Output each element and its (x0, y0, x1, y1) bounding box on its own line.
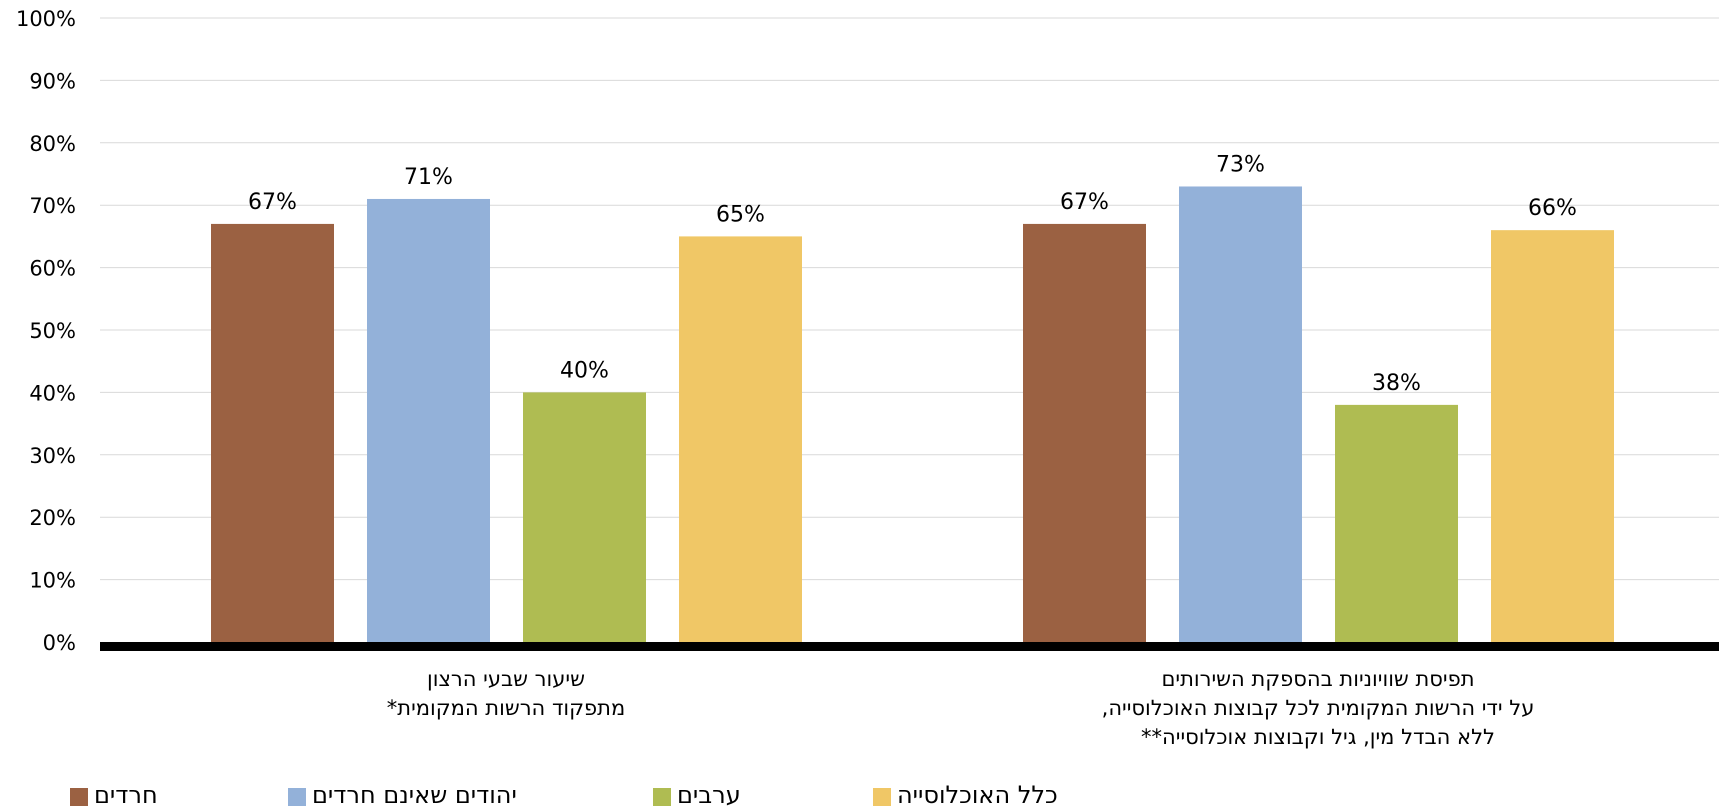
y-tick-label: 90% (29, 69, 76, 93)
bar (1023, 223, 1146, 643)
y-tick-label: 10% (29, 569, 76, 593)
bar (1491, 230, 1614, 642)
legend-swatch (873, 788, 891, 806)
y-tick-label: 40% (29, 381, 76, 405)
data-label: 38% (1372, 371, 1421, 396)
legend: חרדים יהודים שאינם חרדים ערבים כלל האוכל… (70, 778, 1070, 812)
category-label-equality: תפיסת שוויוניות בהספקת השירותים על ידי ה… (1038, 665, 1598, 752)
category-label-line: שיעור שבעי הרצון (427, 667, 585, 691)
data-label: 67% (248, 190, 297, 215)
data-label: 73% (1216, 152, 1265, 177)
y-tick-label: 100% (16, 7, 76, 31)
data-label: 67% (1060, 190, 1109, 215)
bar (523, 392, 646, 642)
legend-swatch (70, 788, 88, 806)
category-label-line: ללא הבדל מין, גיל וקבוצות אוכלוסייה** (1141, 725, 1495, 749)
y-axis-ticks: 0% 10% 20% 30% 40% 50% 60% 70% 80% 90% 100% (16, 7, 76, 655)
category-label-satisfaction: שיעור שבעי הרצון מתפקוד הרשות המקומית* (226, 665, 786, 723)
y-tick-label: 60% (29, 257, 76, 281)
legend-label: כלל האוכלוסייה (897, 781, 1058, 809)
x-axis-line (100, 642, 1719, 651)
legend-swatch (653, 788, 671, 806)
y-tick-label: 30% (29, 444, 76, 468)
data-label: 66% (1528, 196, 1577, 221)
category-label-line: מתפקוד הרשות המקומית* (386, 696, 626, 720)
y-tick-label: 50% (29, 319, 76, 343)
y-tick-label: 0% (43, 631, 76, 655)
legend-swatch (288, 788, 306, 806)
legend-label: חרדים (94, 781, 158, 809)
bar (367, 198, 490, 642)
category-label-line: תפיסת שוויוניות בהספקת השירותים (1161, 667, 1475, 691)
y-tick-label: 20% (29, 506, 76, 530)
bar (1179, 186, 1302, 643)
y-tick-label: 70% (29, 194, 76, 218)
bar (211, 223, 334, 643)
gridlines (100, 17, 1719, 581)
bar (1335, 404, 1458, 642)
legend-label: יהודים שאינם חרדים (312, 781, 517, 809)
data-labels: 67% 71% 40% 65% 67% 73% 38% 66% (248, 152, 1577, 395)
bar (679, 236, 802, 642)
data-label: 65% (716, 202, 765, 227)
category-label-line: על ידי הרשות המקומית לכל קבוצות האוכלוסי… (1101, 696, 1535, 720)
data-label: 71% (404, 165, 453, 190)
data-label: 40% (560, 358, 609, 383)
y-tick-label: 80% (29, 132, 76, 156)
bars (211, 186, 1614, 643)
legend-label: ערבים (677, 781, 741, 809)
